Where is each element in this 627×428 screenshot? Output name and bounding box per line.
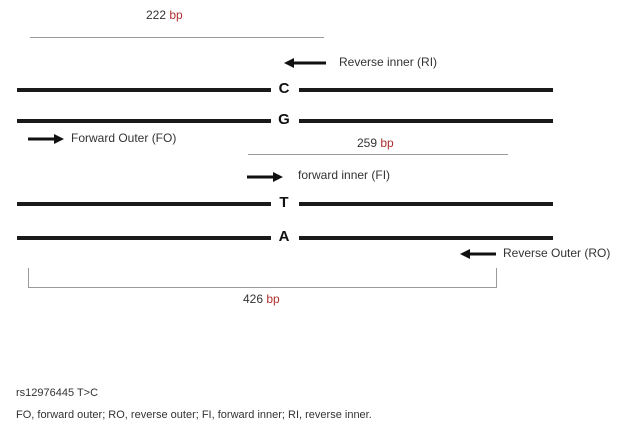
bracket-426-left-tick bbox=[28, 268, 29, 288]
dna-strand-3-left bbox=[17, 202, 271, 206]
size-label-426: 426 bp bbox=[243, 292, 280, 306]
snp-id-note: rs12976445 T>C bbox=[16, 387, 99, 399]
dna-strand-1-left bbox=[17, 88, 271, 92]
abbreviation-legend: FO, forward outer; RO, reverse outer; FI… bbox=[16, 409, 372, 421]
right-arrow-icon bbox=[28, 134, 64, 144]
size-label-259: 259 bp bbox=[357, 136, 394, 150]
bracket-222-line bbox=[30, 37, 324, 38]
right-arrow-icon bbox=[247, 172, 283, 182]
bracket-259-line bbox=[248, 154, 508, 155]
forward-outer-label: Forward Outer (FO) bbox=[71, 131, 177, 145]
allele-t: T bbox=[279, 194, 289, 211]
allele-a: A bbox=[278, 228, 290, 245]
size-label-222: 222 bp bbox=[146, 8, 183, 22]
dna-strand-4-right bbox=[299, 236, 553, 240]
bracket-426-line bbox=[28, 287, 497, 288]
dna-strand-2-right bbox=[299, 119, 553, 123]
forward-inner-label: forward inner (FI) bbox=[298, 168, 391, 182]
reverse-inner-label: Reverse inner (RI) bbox=[339, 55, 438, 69]
bracket-426-right-tick bbox=[496, 268, 497, 288]
dna-strand-3-right bbox=[299, 202, 553, 206]
allele-c: C bbox=[278, 80, 290, 97]
dna-strand-2-left bbox=[17, 119, 271, 123]
allele-g: G bbox=[278, 111, 290, 128]
dna-strand-1-right bbox=[299, 88, 553, 92]
left-arrow-icon bbox=[284, 58, 326, 68]
dna-strand-4-left bbox=[17, 236, 271, 240]
left-arrow-icon bbox=[460, 249, 496, 259]
reverse-outer-label: Reverse Outer (RO) bbox=[503, 246, 611, 260]
